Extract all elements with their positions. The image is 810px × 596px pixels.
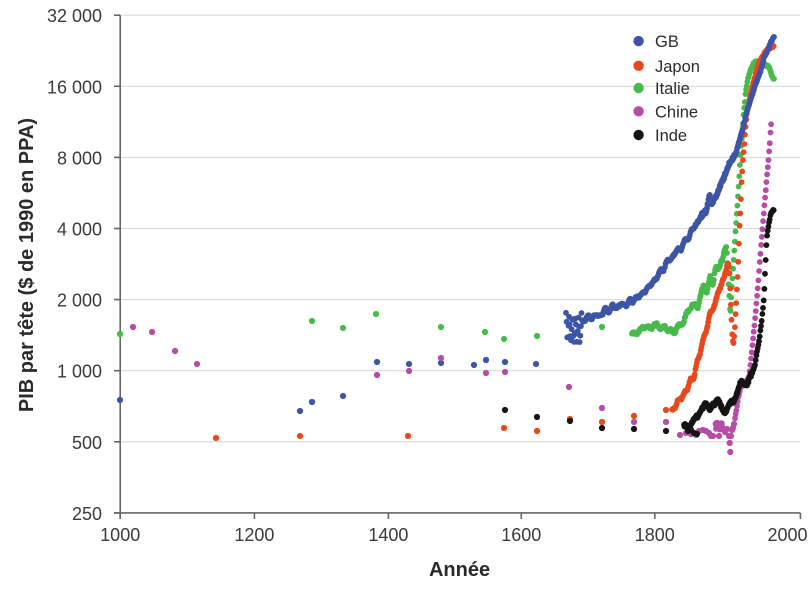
svg-text:1200: 1200 [234, 525, 274, 545]
svg-text:1800: 1800 [635, 525, 675, 545]
svg-text:Inde: Inde [655, 127, 687, 145]
svg-text:1000: 1000 [100, 525, 140, 545]
svg-text:Japon: Japon [655, 58, 700, 76]
svg-text:GB: GB [655, 33, 679, 51]
svg-text:4 000: 4 000 [57, 220, 102, 240]
svg-text:2000: 2000 [767, 525, 807, 545]
svg-text:250: 250 [72, 504, 102, 524]
svg-text:1400: 1400 [368, 525, 408, 545]
svg-text:8 000: 8 000 [57, 148, 102, 168]
svg-text:Année: Année [429, 559, 490, 581]
svg-text:32 000: 32 000 [47, 6, 102, 26]
svg-text:Italie: Italie [655, 80, 690, 98]
svg-text:16 000: 16 000 [47, 77, 102, 97]
svg-text:500: 500 [72, 433, 102, 453]
svg-text:Chine: Chine [655, 103, 698, 121]
svg-text:PIB par tête ($ de 1990 en PPA: PIB par tête ($ de 1990 en PPA) [16, 118, 38, 412]
svg-text:2 000: 2 000 [57, 291, 102, 311]
svg-text:1600: 1600 [501, 525, 541, 545]
svg-text:1 000: 1 000 [57, 362, 102, 382]
